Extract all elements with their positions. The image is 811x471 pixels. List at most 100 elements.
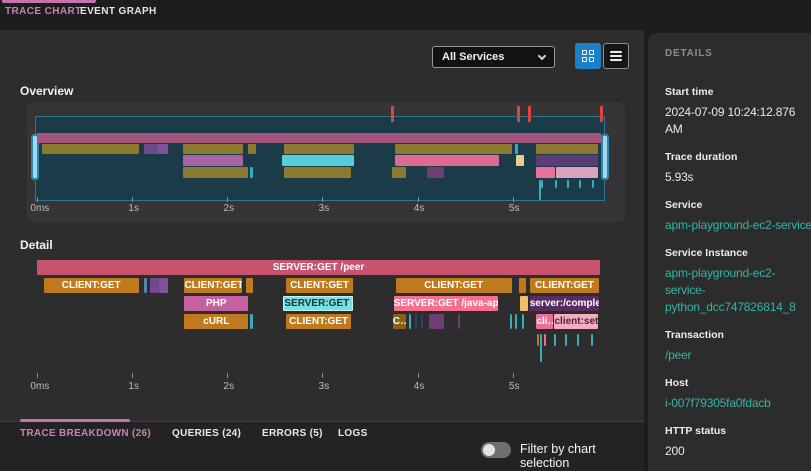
axis-label: 4s <box>413 203 425 214</box>
span-tick[interactable] <box>514 314 517 329</box>
span-tick[interactable] <box>414 314 417 329</box>
axis-label: 2s <box>223 381 235 392</box>
span-tick[interactable] <box>555 180 558 188</box>
host-link[interactable]: i-007f79305fa0fdacb <box>665 396 771 410</box>
span-tick[interactable] <box>579 180 582 188</box>
axis-label: 2s <box>223 203 235 214</box>
filter-toggle[interactable] <box>481 442 511 458</box>
span-tick[interactable] <box>248 144 256 154</box>
span-tick[interactable] <box>458 314 461 329</box>
span-tick[interactable] <box>282 155 354 166</box>
span-tick[interactable] <box>536 155 599 166</box>
span-tick[interactable] <box>394 144 512 154</box>
tab-trace-chart[interactable]: TRACE CHART <box>5 6 82 17</box>
tab-logs[interactable]: LOGS <box>338 428 368 439</box>
span-bar[interactable]: cli… <box>536 314 553 329</box>
span-tick[interactable] <box>144 278 148 293</box>
span-tick[interactable] <box>182 155 244 166</box>
tab-errors[interactable]: ERRORS (5) <box>262 428 323 439</box>
span-bar[interactable]: CLIENT:GET <box>529 278 600 293</box>
span-tick[interactable] <box>522 314 525 329</box>
field-service-instance: Service Instance apm-playground-ec2-serv… <box>665 247 803 316</box>
span-bar[interactable]: server:/complex <box>529 296 600 311</box>
span-tick[interactable] <box>537 334 540 346</box>
span-tick[interactable] <box>391 167 407 178</box>
span-tick[interactable] <box>556 167 599 178</box>
span-bar[interactable]: C… <box>392 314 407 329</box>
span-tick[interactable] <box>182 167 249 178</box>
span-tick[interactable] <box>284 167 351 178</box>
axis-label: 4s <box>413 381 425 392</box>
brush-left-handle[interactable] <box>31 134 39 180</box>
axis-tick <box>512 197 514 202</box>
span-tick[interactable] <box>540 334 543 362</box>
span-tick[interactable] <box>408 314 411 329</box>
span-bar[interactable]: cURL <box>184 314 249 329</box>
tab-trace-breakdown[interactable]: TRACE BREAKDOWN (26) <box>20 428 151 439</box>
span-tick[interactable] <box>37 133 602 143</box>
span-tick[interactable] <box>182 144 244 154</box>
span-tick[interactable] <box>591 180 594 188</box>
span-tick[interactable] <box>150 278 159 293</box>
span-tick[interactable] <box>158 278 169 293</box>
span-bar[interactable]: CLIENT:GET <box>286 314 351 329</box>
error-marker-icon[interactable] <box>527 106 531 122</box>
span-tick[interactable] <box>427 167 445 178</box>
span-bar[interactable]: client:set <box>554 314 599 329</box>
service-link[interactable]: apm-playground-ec2-service-p <box>665 218 811 232</box>
span-tick[interactable] <box>536 167 556 178</box>
services-select[interactable]: All Services <box>432 46 555 68</box>
transaction-link[interactable]: /peer <box>665 348 692 362</box>
span-tick[interactable] <box>566 180 569 188</box>
span-tick[interactable] <box>144 144 157 154</box>
span-bar[interactable]: SERVER:GET /complex <box>283 296 353 311</box>
detail-plot[interactable]: SERVER:GET /peer CLIENT:GET CLIENT:GET CLIE… <box>30 260 603 420</box>
axis-label: 1s <box>128 381 139 392</box>
span-tick[interactable] <box>250 167 253 178</box>
span-tick[interactable] <box>428 314 445 329</box>
span-tick[interactable] <box>536 144 599 154</box>
span-tick[interactable] <box>421 314 424 329</box>
error-marker-icon[interactable] <box>390 106 394 122</box>
span-tick[interactable] <box>590 334 593 346</box>
overview-plot[interactable]: 0ms 1s 2s 3s 4s 5s <box>30 102 609 222</box>
service-instance-link[interactable]: apm-playground-ec2-service- python_dcc74… <box>665 266 796 314</box>
span-bar[interactable]: CLIENT:GET <box>184 278 243 293</box>
axis-label: 3s <box>318 381 330 392</box>
span-bar[interactable]: SERVER:GET /java-apm/* <box>393 296 499 311</box>
span-tick[interactable] <box>246 278 253 293</box>
span-tick[interactable] <box>520 296 528 311</box>
span-tick[interactable] <box>509 314 512 329</box>
error-marker-icon[interactable] <box>517 106 521 122</box>
span-bar[interactable]: SERVER:GET /peer <box>37 260 601 275</box>
tab-queries[interactable]: QUERIES (24) <box>172 428 242 439</box>
span-tick[interactable] <box>553 334 556 346</box>
span-bar[interactable]: CLIENT:GET <box>395 278 512 293</box>
field-service: Service apm-playground-ec2-service-p <box>665 199 811 232</box>
list-view-button[interactable] <box>603 43 629 69</box>
span-tick[interactable] <box>564 334 567 346</box>
span-tick[interactable] <box>394 155 500 166</box>
grid-view-button[interactable] <box>575 43 601 69</box>
span-tick[interactable] <box>250 314 253 329</box>
span-tick[interactable] <box>284 144 354 154</box>
span-tick[interactable] <box>515 144 519 154</box>
span-bar[interactable]: CLIENT:GET <box>43 278 139 293</box>
span-tick[interactable] <box>519 278 526 293</box>
tab-event-graph[interactable]: EVENT GRAPH <box>80 6 157 17</box>
span-bar[interactable]: PHP <box>184 296 249 311</box>
axis-label: 5s <box>508 203 520 214</box>
brush-right-handle[interactable] <box>601 134 609 180</box>
span-tick[interactable] <box>516 155 525 166</box>
span-tick[interactable] <box>541 180 544 188</box>
span-bar[interactable]: CLIENT:GET <box>286 278 353 293</box>
error-marker-icon[interactable] <box>600 106 604 122</box>
toggle-knob <box>483 444 495 456</box>
span-tick[interactable] <box>156 144 169 154</box>
span-tick[interactable] <box>544 334 547 346</box>
axis-tick <box>37 373 38 378</box>
field-transaction: Transaction /peer <box>665 329 803 364</box>
span-tick[interactable] <box>577 334 580 346</box>
span-tick[interactable] <box>539 180 542 200</box>
span-tick[interactable] <box>41 144 139 154</box>
